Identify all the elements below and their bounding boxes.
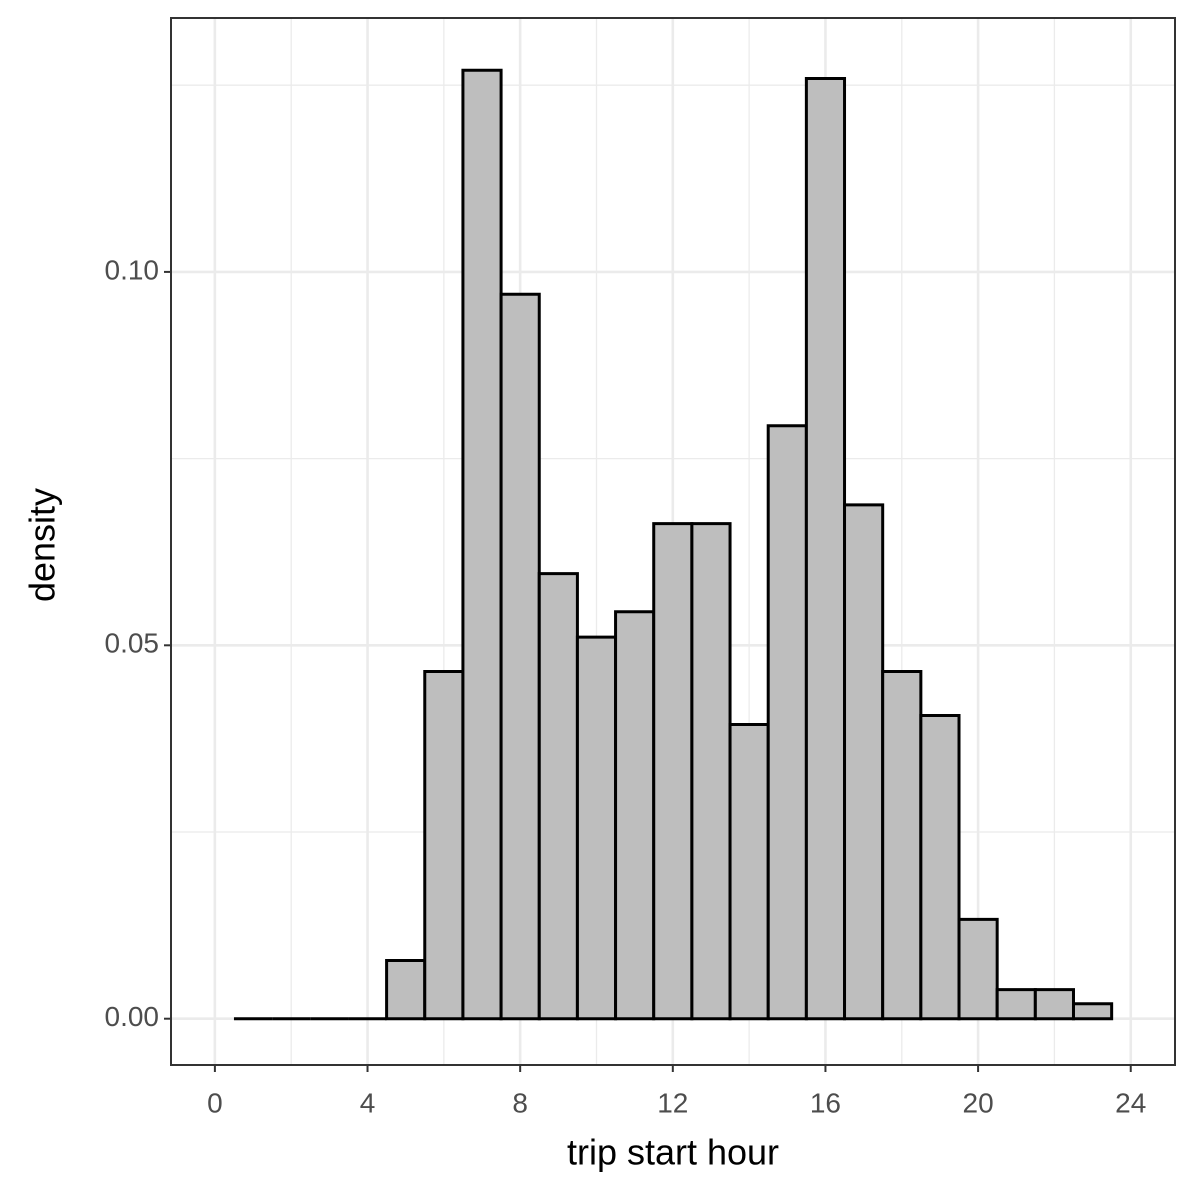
x-tick-label: 4	[360, 1087, 376, 1118]
bar	[919, 714, 961, 1021]
bar	[804, 76, 847, 1021]
bars	[233, 68, 1114, 1021]
bar	[575, 635, 618, 1021]
bar	[690, 522, 732, 1021]
bar	[881, 669, 923, 1021]
bar	[614, 610, 656, 1021]
y-tick-label: 0.00	[105, 1001, 160, 1032]
bar	[385, 958, 427, 1021]
bar	[423, 669, 465, 1021]
bar	[499, 292, 541, 1021]
y-tick-label: 0.10	[105, 254, 160, 285]
bar	[766, 424, 808, 1021]
x-tick-label: 0	[207, 1087, 223, 1118]
bar	[728, 722, 770, 1021]
x-tick-label: 12	[657, 1087, 688, 1118]
bar	[652, 522, 694, 1021]
bar	[1033, 988, 1075, 1021]
y-axis-title: density	[22, 488, 63, 602]
x-axis-title: trip start hour	[567, 1132, 779, 1173]
bar	[957, 917, 999, 1021]
x-tick-label: 24	[1115, 1087, 1146, 1118]
x-tick-label: 16	[810, 1087, 841, 1118]
bar	[1071, 1002, 1114, 1021]
bar	[995, 988, 1037, 1021]
axes: 0 4 8 12 16 20 24 0.00 0.05 0.10	[105, 254, 1147, 1118]
x-tick-label: 8	[512, 1087, 528, 1118]
x-tick-label: 20	[963, 1087, 994, 1118]
bar	[461, 68, 503, 1021]
bar	[537, 572, 579, 1021]
bar	[843, 503, 885, 1021]
y-tick-label: 0.05	[105, 628, 160, 659]
